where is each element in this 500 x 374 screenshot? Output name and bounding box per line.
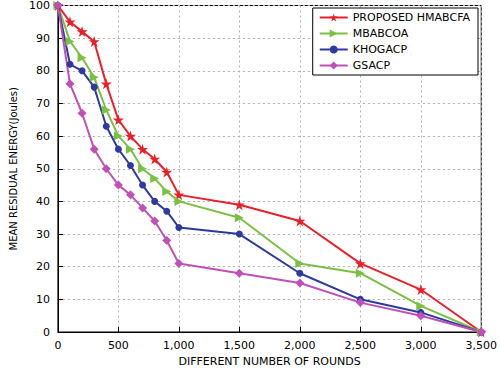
svg-text:90: 90 [36,32,50,45]
svg-text:50: 50 [36,162,50,175]
svg-text:1,000: 1,000 [163,339,195,352]
svg-text:3,000: 3,000 [405,339,437,352]
svg-text:10: 10 [36,293,50,306]
svg-text:100: 100 [29,0,50,12]
svg-text:60: 60 [36,130,50,143]
svg-text:GSACP: GSACP [353,59,391,72]
svg-text:2,500: 2,500 [345,339,377,352]
svg-text:30: 30 [36,228,50,241]
svg-text:DIFFERENT NUMBER OF ROUNDS: DIFFERENT NUMBER OF ROUNDS [178,355,360,368]
svg-text:40: 40 [36,195,50,208]
svg-text:PROPOSED HMABCFA: PROPOSED HMABCFA [353,11,471,24]
svg-text:MBABCOA: MBABCOA [353,27,409,40]
svg-text:2,000: 2,000 [284,339,316,352]
svg-text:80: 80 [36,64,50,77]
svg-text:KHOGACP: KHOGACP [353,43,408,56]
svg-text:500: 500 [108,339,129,352]
svg-text:70: 70 [36,97,50,110]
svg-text:MEAN RESIDUAL ENERGY(Joules): MEAN RESIDUAL ENERGY(Joules) [8,87,19,250]
svg-text:1,500: 1,500 [224,339,256,352]
svg-text:0: 0 [43,326,50,339]
svg-text:0: 0 [54,339,61,352]
svg-text:20: 20 [36,260,50,273]
svg-text:3,500: 3,500 [466,339,498,352]
